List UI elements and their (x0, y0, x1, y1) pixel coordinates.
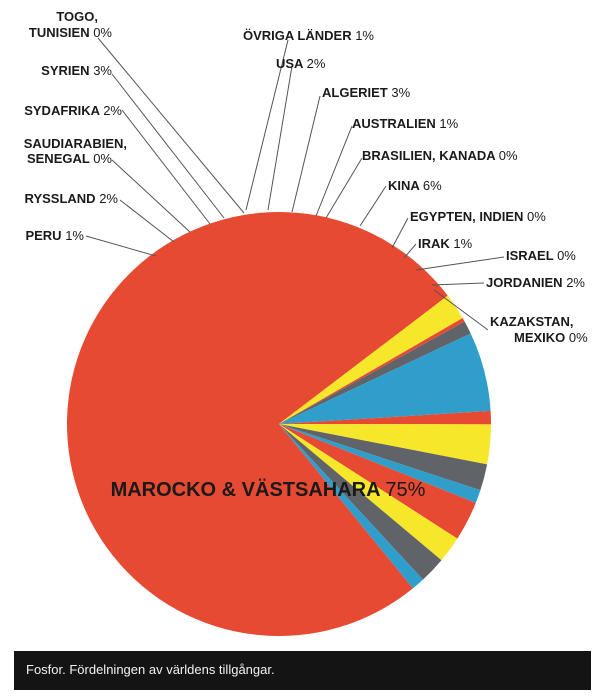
pie-chart-figure: TOGO, TUNISIEN 0% SYRIEN 3% SYDAFRIKA 2%… (14, 9, 591, 690)
leader-line-usa (267, 65, 293, 211)
label-algeriet: ALGERIET 3% (322, 85, 411, 100)
label-brasilien: BRASILIEN, KANADA 0% (362, 148, 518, 163)
leader-line-togo (97, 37, 245, 214)
leader-line-ovriga (245, 39, 289, 211)
caption-bar: Fosfor. Fördelningen av världens tillgån… (14, 651, 591, 690)
label-sydafrika: SYDAFRIKA 2% (24, 103, 122, 118)
leader-line-jordanien (431, 282, 485, 286)
label-togo-line2: TUNISIEN 0% (29, 25, 113, 40)
pie-slice-ryssland (279, 424, 442, 580)
pie-slice-ovriga-lander (279, 424, 481, 503)
label-syrien: SYRIEN 3% (41, 63, 112, 78)
pie-slice-syrien (279, 424, 476, 539)
label-kazakstan: KAZAKSTAN, (490, 314, 574, 329)
label-australien: AUSTRALIEN 1% (352, 116, 459, 131)
label-egypten: EGYPTEN, INDIEN 0% (410, 209, 546, 224)
pie-chart: TOGO, TUNISIEN 0% SYRIEN 3% SYDAFRIKA 2%… (24, 9, 588, 637)
pie-slices (67, 212, 492, 637)
pie-slice-marocko-vastsahara (67, 212, 448, 637)
leader-line-australien (315, 125, 353, 217)
leader-line-egypten (391, 217, 409, 249)
label-irak: IRAK 1% (418, 236, 473, 251)
leader-line-irak (403, 243, 417, 259)
leader-line-kina (359, 185, 387, 227)
pie-slice-kina (279, 333, 491, 424)
label-kina: KINA 6% (388, 178, 442, 193)
leader-line-syrien (111, 73, 225, 219)
pie-slice-peru (279, 424, 423, 589)
leader-line-israel (415, 256, 505, 271)
pie-slice-irak (279, 321, 471, 424)
leader-line-ryssland (119, 199, 175, 243)
leader-lines (85, 37, 505, 331)
label-ryssland: RYSSLAND 2% (25, 191, 119, 206)
label-togo: TOGO, (56, 9, 98, 24)
label-israel: ISRAEL 0% (506, 248, 576, 263)
leader-line-kazakstan (433, 289, 489, 331)
pie-slice-sydafrika (279, 424, 458, 561)
leader-line-brasilien (325, 157, 363, 219)
label-saudiarabien: SAUDIARABIEN, (24, 136, 127, 151)
leader-line-sydafrika (121, 109, 211, 225)
pie-slice-israel (279, 318, 465, 424)
pie-slice-australien (279, 410, 492, 425)
label-jordanien: JORDANIEN 2% (486, 275, 585, 290)
label-marocko: MAROCKO & VÄSTSAHARA 75% (111, 478, 426, 501)
pie-slice-jordanien (279, 295, 463, 424)
label-ovriga: ÖVRIGA LÄNDER 1% (243, 28, 374, 43)
slice-labels: TOGO, TUNISIEN 0% SYRIEN 3% SYDAFRIKA 2%… (24, 9, 588, 501)
caption-text: Fosfor. Fördelningen av världens tillgån… (26, 662, 275, 677)
label-saudiarabien-line2: SENEGAL 0% (27, 151, 112, 166)
pie-slice-usa (279, 424, 488, 491)
leader-line-saudiarabien (111, 159, 191, 233)
label-peru: PERU 1% (25, 228, 84, 243)
label-usa: USA 2% (276, 56, 326, 71)
pie-slice-algeriet (279, 424, 491, 465)
leader-line-peru (85, 235, 157, 257)
leader-line-algeriet (291, 95, 321, 213)
label-kazakstan-line2: MEXIKO 0% (514, 330, 588, 345)
